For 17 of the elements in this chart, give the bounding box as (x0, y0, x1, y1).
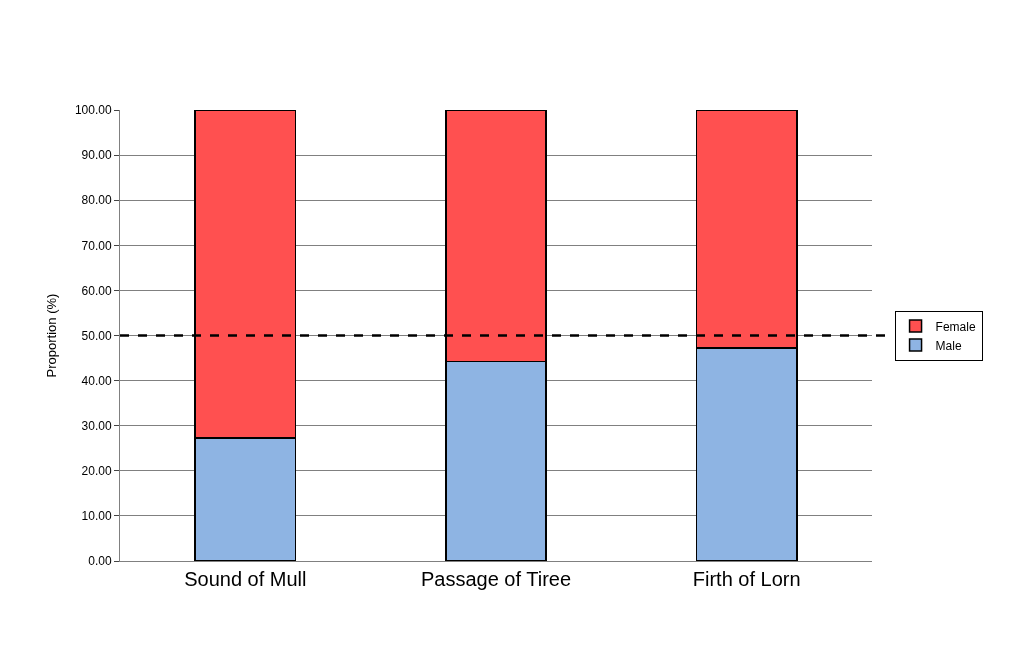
x-tick-label: Sound of Mull (184, 568, 307, 590)
y-tick-label: 80.00 (81, 193, 112, 208)
x-tick-label: Passage of Tiree (420, 568, 572, 590)
y-tick-label: 20.00 (81, 464, 112, 478)
y-tick-label: 90.00 (81, 148, 112, 163)
y-tick-label: 10.00 (81, 509, 112, 524)
legend-label: Female (935, 319, 976, 334)
y-axis-title: Proportion (%) (43, 293, 59, 378)
y-tick-label: 100.00 (74, 103, 112, 118)
y-tick-label: 40.00 (81, 373, 112, 388)
y-tick-label: 0.00 (88, 554, 112, 569)
y-tick-label: 70.00 (81, 238, 112, 253)
y-tick-label: 30.00 (81, 418, 112, 433)
y-tick-label: 50.00 (81, 328, 112, 343)
legend-label: Male (935, 338, 962, 353)
y-tick-label: 60.00 (81, 283, 112, 298)
x-tick-label: Firth of Lorn (692, 568, 801, 590)
